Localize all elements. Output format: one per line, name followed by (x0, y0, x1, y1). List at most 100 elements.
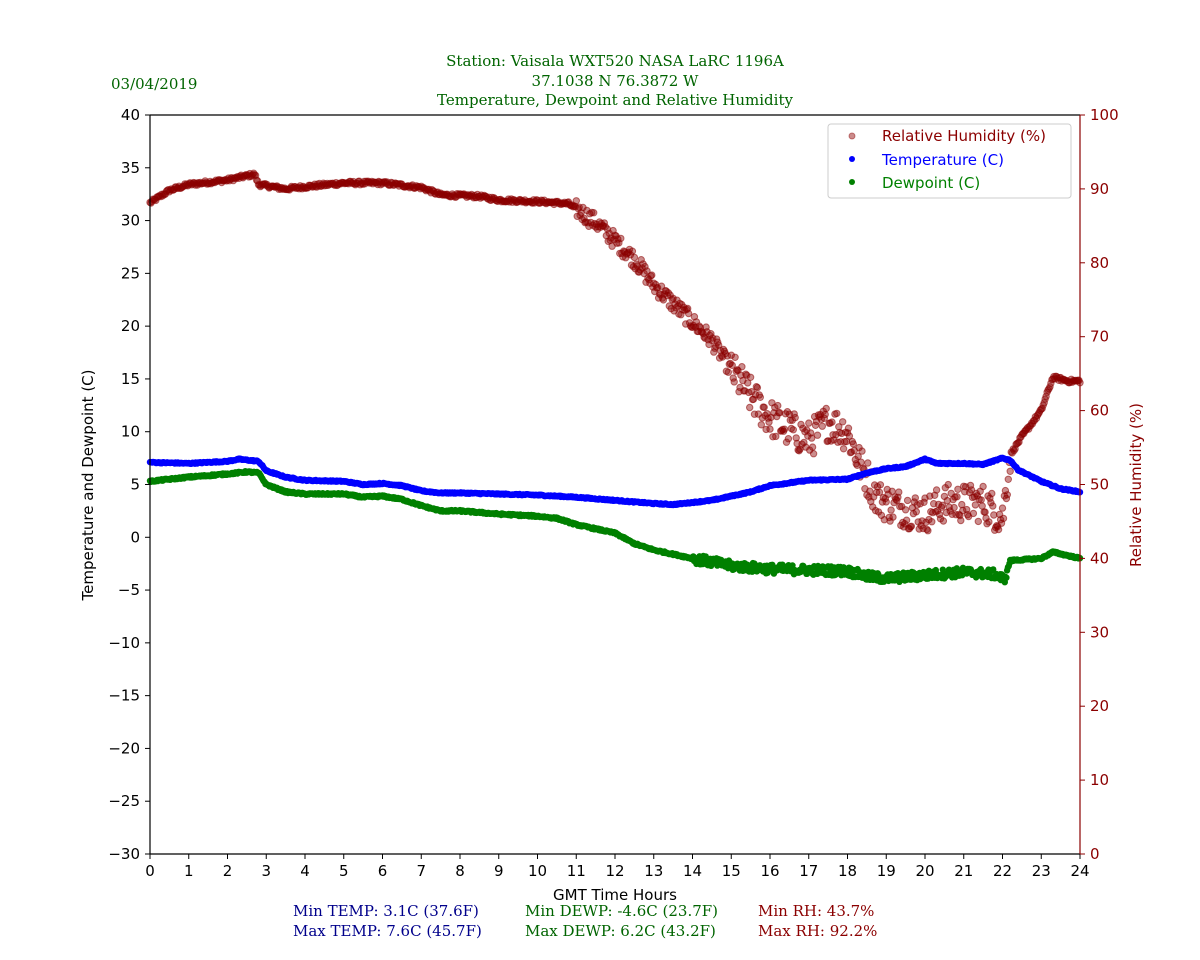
rh-point (931, 491, 939, 499)
chart-title-station: Station: Vaisala WXT520 NASA LaRC 1196A (446, 52, 784, 70)
rh-point (730, 378, 738, 386)
rh-point (895, 488, 903, 496)
rh-point (958, 500, 966, 509)
left-y-axis-ticks: 40 35 30 25 20 15 10 5 0 −5 −10 −15 −20 −25 −30 (108, 106, 150, 863)
y-tick-label: 15 (121, 370, 140, 388)
legend: Relative Humidity (%) Temperature (C) De… (827, 123, 1072, 199)
x-tick-label: 13 (644, 862, 663, 880)
rh-point (989, 502, 997, 510)
rh-point (766, 425, 774, 433)
y2-tick-label: 20 (1090, 697, 1109, 715)
rh-point (753, 383, 762, 392)
y-tick-label: 25 (121, 264, 140, 282)
rh-point (864, 459, 872, 467)
rh-point (572, 197, 580, 205)
rh-point (944, 480, 952, 489)
rh-series (146, 169, 1084, 535)
x-tick-label: 14 (683, 862, 702, 880)
rh-point (954, 485, 962, 493)
y2-tick-label: 40 (1090, 549, 1109, 567)
rh-point (738, 363, 746, 371)
dewpoint-point (990, 566, 997, 573)
y-tick-label: 5 (130, 476, 140, 494)
rh-point (903, 496, 912, 505)
y2-tick-label: 50 (1090, 476, 1109, 494)
x-tick-label: 18 (838, 862, 857, 880)
rh-point (916, 500, 924, 508)
y-tick-label: −20 (108, 739, 140, 757)
x-axis-label: GMT Time Hours (553, 886, 677, 904)
rh-point (746, 403, 754, 412)
rh-point (967, 486, 976, 494)
dewpoint-series (146, 468, 1084, 586)
rh-point (938, 501, 947, 509)
rh-point (858, 447, 866, 455)
rh-point (780, 425, 789, 433)
legend-box (827, 123, 1072, 199)
rh-point (1001, 486, 1010, 495)
rh-point (628, 247, 637, 255)
y-tick-label: −25 (108, 792, 140, 810)
rh-point (876, 481, 885, 489)
x-tick-label: 4 (300, 862, 310, 880)
x-tick-label: 19 (877, 862, 896, 880)
rh-point (727, 351, 735, 359)
rh-point (1006, 467, 1014, 475)
rh-point (901, 506, 910, 514)
rh-point (833, 409, 841, 418)
rh-point (684, 309, 693, 318)
rh-point (776, 409, 784, 417)
rh-point (799, 424, 807, 432)
rh-point (772, 432, 780, 441)
y-tick-label: −10 (108, 634, 140, 652)
rh-point (813, 431, 822, 439)
min-temp-stat: Min TEMP: 3.1C (37.6F) (293, 902, 479, 920)
rh-point (882, 498, 890, 506)
x-tick-label: 17 (799, 862, 818, 880)
y-tick-label: −5 (118, 581, 140, 599)
rh-point (971, 501, 980, 509)
rh-point (744, 379, 752, 387)
rh-point (849, 440, 857, 448)
rh-point (854, 452, 862, 461)
rh-point (979, 482, 987, 491)
x-tick-label: 7 (416, 862, 426, 880)
rh-point (998, 504, 1007, 512)
y-tick-label: −30 (108, 845, 140, 863)
rh-point (630, 253, 639, 262)
x-tick-label: 11 (567, 862, 586, 880)
rh-point (875, 488, 884, 496)
x-tick-label: 21 (954, 862, 973, 880)
y-tick-label: 35 (121, 159, 140, 177)
legend-dewpoint-label: Dewpoint (C) (882, 174, 980, 192)
x-tick-label: 0 (145, 862, 155, 880)
rh-point (932, 486, 941, 494)
rh-point (866, 487, 874, 495)
chart-title-variables: Temperature, Dewpoint and Relative Humid… (437, 91, 793, 109)
x-tick-label: 24 (1070, 862, 1089, 880)
rh-point (828, 418, 836, 426)
max-temp-stat: Max TEMP: 7.6C (45.7F) (293, 922, 482, 940)
rh-point (842, 437, 851, 446)
y2-tick-label: 90 (1090, 180, 1109, 198)
rh-point (999, 514, 1008, 523)
y2-tick-label: 30 (1090, 623, 1109, 641)
rh-point (969, 509, 978, 518)
rh-point (912, 508, 920, 516)
x-tick-label: 5 (339, 862, 349, 880)
y2-tick-label: 100 (1090, 106, 1119, 124)
y2-tick-label: 10 (1090, 771, 1109, 789)
legend-rh-marker (848, 132, 856, 140)
rh-point (821, 410, 829, 419)
rh-point (643, 267, 651, 275)
rh-point (889, 513, 897, 521)
rh-point (637, 256, 645, 264)
y-tick-label: 20 (121, 317, 140, 335)
rh-point (822, 404, 830, 413)
rh-point (743, 371, 751, 379)
rh-point (844, 424, 853, 432)
legend-temperature-marker (849, 156, 855, 162)
rh-point (994, 525, 1003, 534)
rh-point (626, 251, 635, 259)
